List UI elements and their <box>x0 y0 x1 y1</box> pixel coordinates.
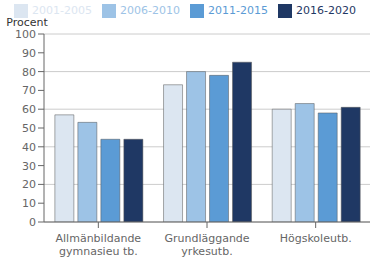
svg-text:Procent: Procent <box>6 16 48 29</box>
svg-text:40: 40 <box>22 141 36 154</box>
svg-text:30: 30 <box>22 160 36 173</box>
svg-text:60: 60 <box>22 103 36 116</box>
html-text:2001-2005: 2001-2005 <box>32 4 92 17</box>
svg-text:0: 0 <box>29 216 36 229</box>
svg-text:90: 90 <box>22 47 36 60</box>
svg-text:Högskoleutb.: Högskoleutb. <box>280 232 352 245</box>
svg-text:50: 50 <box>22 122 36 135</box>
svg-text:100: 100 <box>15 28 36 41</box>
svg-text:70: 70 <box>22 84 36 97</box>
svg-text:Grundläggandeyrkesutb.: Grundläggandeyrkesutb. <box>164 232 249 258</box>
html-text:2016-2020: 2016-2020 <box>296 4 356 17</box>
html-text:2011-2015: 2011-2015 <box>208 4 268 17</box>
svg-text:20: 20 <box>22 178 36 191</box>
svg-text:80: 80 <box>22 66 36 79</box>
html-text:2006-2010: 2006-2010 <box>120 4 180 17</box>
svg-text:10: 10 <box>22 197 36 210</box>
svg-text:Allmänbildandegymnasieu tb.: Allmänbildandegymnasieu tb. <box>56 232 142 258</box>
